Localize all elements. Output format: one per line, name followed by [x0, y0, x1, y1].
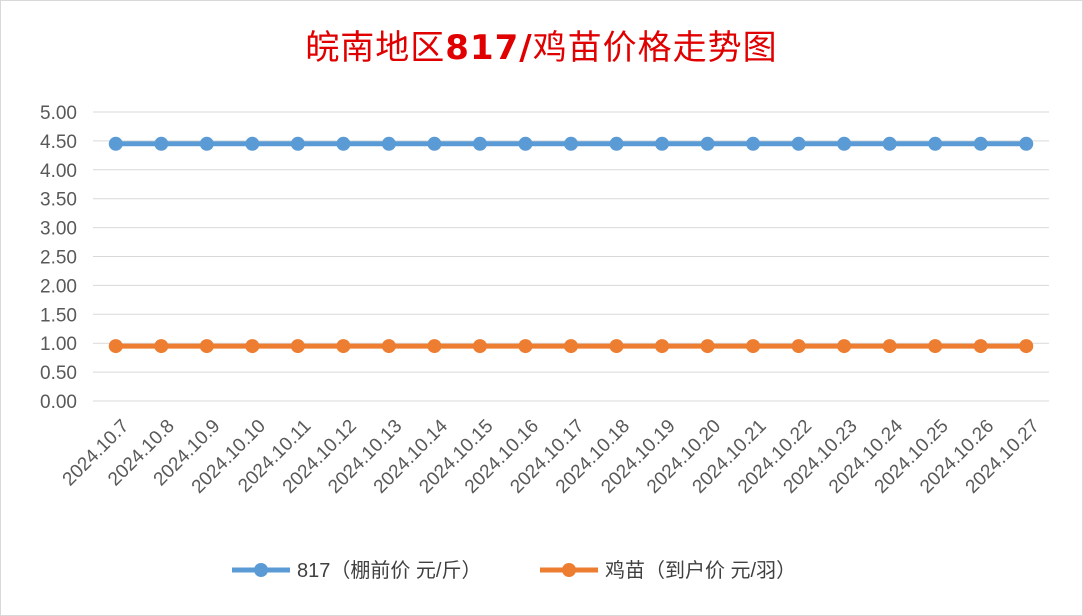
data-point: [837, 136, 852, 151]
y-tick-label: 1.00: [40, 334, 77, 355]
data-point: [1019, 136, 1034, 151]
y-tick-label: 4.50: [40, 132, 77, 153]
data-point: [928, 339, 943, 354]
legend: 817（棚前价 元/斤） 鸡苗（到户价 元/羽）: [232, 559, 796, 582]
data-point: [381, 136, 396, 151]
data-point: [336, 339, 351, 354]
y-tick-label: 0.00: [40, 392, 77, 413]
data-point: [655, 136, 670, 151]
data-point: [427, 339, 442, 354]
data-point: [472, 339, 487, 354]
data-point: [381, 339, 396, 354]
title-part-3: 鸡苗价格走势图: [532, 28, 778, 68]
data-point: [882, 339, 897, 354]
y-tick-label: 3.00: [40, 219, 77, 240]
gridlines: [93, 111, 1049, 402]
series-lines: [108, 136, 1034, 354]
y-tick-label: 4.00: [40, 161, 77, 182]
legend-label-1: 鸡苗（到户价 元/羽）: [605, 559, 796, 582]
data-point: [1019, 339, 1034, 354]
data-point: [199, 136, 214, 151]
legend-marker-1: [562, 563, 576, 577]
data-point: [427, 136, 442, 151]
data-point: [564, 136, 578, 151]
legend-marker-0: [254, 563, 268, 577]
data-point: [973, 339, 988, 354]
data-point: [746, 136, 761, 151]
data-point: [746, 339, 761, 354]
data-point: [245, 136, 260, 151]
data-point: [290, 136, 305, 151]
y-tick-label: 5.00: [40, 103, 77, 124]
data-point: [290, 339, 305, 354]
y-tick-label: 2.50: [40, 248, 77, 269]
data-point: [472, 136, 487, 151]
data-point: [973, 136, 988, 151]
y-tick-label: 2.00: [40, 276, 77, 297]
data-point: [518, 339, 533, 354]
data-point: [609, 136, 624, 151]
data-point: [837, 339, 852, 354]
y-tick-label: 3.50: [40, 190, 77, 211]
data-point: [791, 136, 806, 151]
y-axis-tick-labels: 0.00 0.50 1.00 1.50 2.00 2.50 3.00 3.50 4.00 4.50…: [40, 103, 77, 413]
data-point: [154, 136, 169, 151]
title-part-1: 皖南地区: [305, 28, 446, 68]
data-point: [336, 136, 351, 151]
data-point: [154, 339, 169, 354]
y-tick-label: 1.50: [40, 305, 77, 326]
data-point: [564, 339, 578, 354]
data-point: [108, 136, 123, 151]
data-point: [791, 339, 806, 354]
data-point: [700, 339, 715, 354]
data-point: [108, 339, 123, 354]
y-tick-label: 0.50: [40, 363, 77, 384]
data-point: [882, 136, 897, 151]
chart-title: 皖南地区817/鸡苗价格走势图: [0, 20, 1083, 69]
title-part-2: 817/: [445, 28, 533, 68]
data-point: [199, 339, 214, 354]
x-axis-tick-labels: 2024.10.72024.10.82024.10.92024.10.10202…: [59, 415, 1044, 497]
data-point: [609, 339, 624, 354]
data-point: [655, 339, 670, 354]
data-point: [245, 339, 260, 354]
data-point: [928, 136, 943, 151]
legend-label-0: 817（棚前价 元/斤）: [297, 559, 481, 582]
data-point: [518, 136, 533, 151]
data-point: [700, 136, 715, 151]
